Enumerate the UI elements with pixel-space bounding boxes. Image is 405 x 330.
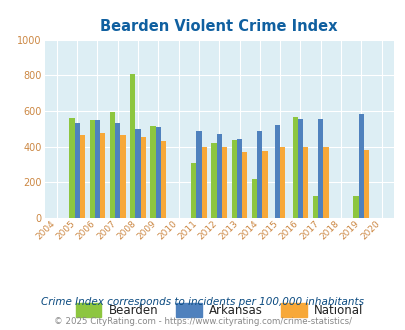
Bar <box>141 137 146 218</box>
Bar <box>160 141 166 218</box>
Bar <box>100 133 105 218</box>
Bar <box>242 152 247 218</box>
Bar <box>231 140 236 218</box>
Bar <box>262 151 267 218</box>
Bar <box>69 118 74 218</box>
Bar <box>222 148 227 218</box>
Bar <box>80 135 85 218</box>
Bar <box>110 112 115 218</box>
Bar <box>279 148 285 218</box>
Bar <box>135 129 140 218</box>
Bar <box>353 196 358 218</box>
Bar <box>201 148 207 218</box>
Bar <box>191 163 196 218</box>
Title: Bearden Violent Crime Index: Bearden Violent Crime Index <box>100 19 337 34</box>
Legend: Bearden, Arkansas, National: Bearden, Arkansas, National <box>70 299 367 322</box>
Bar <box>156 127 161 218</box>
Bar <box>74 123 79 218</box>
Bar <box>257 131 262 218</box>
Bar <box>252 179 257 218</box>
Bar <box>323 148 328 218</box>
Bar <box>115 123 120 218</box>
Bar <box>120 135 126 218</box>
Bar <box>274 125 279 218</box>
Bar <box>292 117 297 218</box>
Bar <box>196 131 201 218</box>
Bar <box>297 119 302 218</box>
Bar <box>318 119 323 218</box>
Bar <box>236 139 241 218</box>
Bar <box>90 120 95 218</box>
Bar <box>150 126 156 218</box>
Bar <box>312 196 318 218</box>
Bar <box>94 120 100 218</box>
Text: © 2025 CityRating.com - https://www.cityrating.com/crime-statistics/: © 2025 CityRating.com - https://www.city… <box>54 317 351 326</box>
Bar <box>130 74 135 218</box>
Bar <box>303 147 308 218</box>
Text: Crime Index corresponds to incidents per 100,000 inhabitants: Crime Index corresponds to incidents per… <box>41 297 364 307</box>
Bar <box>216 134 221 218</box>
Bar <box>363 150 369 218</box>
Bar <box>211 143 216 218</box>
Bar <box>358 114 363 218</box>
